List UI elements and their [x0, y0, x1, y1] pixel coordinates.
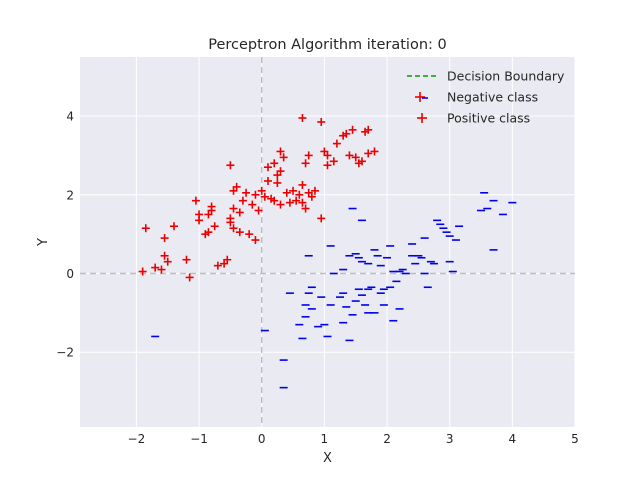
positive-point	[298, 114, 307, 123]
positive-point	[292, 196, 301, 205]
positive-point	[251, 190, 260, 199]
positive-point	[285, 198, 294, 207]
positive-point	[289, 186, 298, 195]
positive-point	[317, 117, 326, 126]
legend: Decision Boundary Negative class Positiv…	[407, 69, 565, 126]
positive-point	[301, 159, 310, 168]
x-axis-label: X	[323, 451, 332, 466]
positive-point	[242, 188, 251, 197]
x-tick-label: 4	[509, 432, 517, 446]
positive-point	[210, 222, 219, 231]
positive-point	[245, 230, 254, 239]
positive-point	[226, 161, 235, 170]
positive-point	[295, 190, 304, 199]
x-tick-label: 2	[383, 432, 391, 446]
positive-point	[138, 267, 147, 276]
positive-point	[182, 255, 191, 264]
positive-point	[207, 202, 216, 211]
positive-point	[270, 196, 279, 205]
positive-point	[351, 153, 360, 162]
positive-point	[260, 192, 269, 201]
positive-point	[191, 196, 200, 205]
positive-point	[251, 236, 260, 245]
positive-point	[298, 198, 307, 207]
positive-point	[323, 151, 332, 160]
positive-point	[342, 129, 351, 138]
positive-point	[263, 176, 272, 185]
x-tick-label: −2	[128, 432, 146, 446]
positive-point	[317, 214, 326, 223]
positive-point	[345, 151, 354, 160]
positive-point	[310, 186, 319, 195]
positive-class-points	[138, 114, 379, 282]
legend-positive-label: Positive class	[447, 111, 530, 126]
y-tick-labels: −2 0 2 4	[56, 110, 74, 360]
legend-negative-swatch	[415, 92, 428, 102]
y-axis-label: Y	[36, 238, 51, 247]
negative-class-points	[151, 191, 517, 389]
positive-point	[235, 228, 244, 237]
positive-point	[195, 216, 204, 225]
positive-point	[276, 147, 285, 156]
positive-point	[282, 188, 291, 197]
positive-point	[223, 255, 232, 264]
positive-point	[307, 192, 316, 201]
positive-point	[298, 180, 307, 189]
positive-point	[204, 228, 213, 237]
legend-positive-swatch	[417, 113, 427, 123]
positive-point	[370, 147, 379, 156]
positive-point	[329, 157, 338, 166]
positive-point	[229, 204, 238, 213]
positive-point	[254, 206, 263, 215]
positive-point	[213, 261, 222, 270]
positive-point	[364, 149, 373, 158]
positive-point	[160, 234, 169, 243]
zero-lines	[80, 57, 575, 427]
positive-point	[235, 208, 244, 217]
positive-point	[263, 163, 272, 172]
positive-point	[232, 182, 241, 191]
positive-point	[151, 263, 160, 272]
y-tick-label: 4	[66, 110, 74, 124]
y-tick-label: 0	[66, 267, 74, 281]
legend-boundary-label: Decision Boundary	[447, 69, 565, 84]
positive-point	[160, 251, 169, 260]
positive-point	[157, 265, 166, 274]
positive-point	[238, 196, 247, 205]
positive-point	[273, 178, 282, 187]
plot-background	[80, 57, 575, 427]
positive-point	[304, 151, 313, 160]
y-tick-label: −2	[56, 346, 74, 360]
x-tick-labels: −2 −1 0 1 2 3 4 5	[128, 432, 579, 446]
x-tick-label: 1	[321, 432, 329, 446]
positive-point	[279, 153, 288, 162]
positive-point	[229, 224, 238, 233]
positive-point	[348, 125, 357, 134]
x-tick-label: 0	[258, 432, 266, 446]
positive-point	[185, 273, 194, 282]
positive-point	[323, 161, 332, 170]
x-tick-label: 5	[571, 432, 579, 446]
legend-negative-label: Negative class	[447, 90, 538, 105]
positive-point	[332, 139, 341, 148]
positive-point	[357, 157, 366, 166]
chart-title: Perceptron Algorithm iteration: 0	[208, 37, 447, 53]
positive-point	[141, 224, 150, 233]
x-tick-label: 3	[446, 432, 454, 446]
positive-point	[276, 200, 285, 209]
positive-point	[257, 186, 266, 195]
positive-point	[248, 200, 257, 209]
x-tick-label: −1	[190, 432, 208, 446]
positive-point	[226, 214, 235, 223]
positive-point	[276, 167, 285, 176]
positive-point	[364, 125, 373, 134]
positive-point	[301, 204, 310, 213]
positive-point	[169, 222, 178, 231]
positive-point	[270, 159, 279, 168]
positive-point	[163, 257, 172, 266]
y-tick-label: 2	[66, 188, 74, 202]
